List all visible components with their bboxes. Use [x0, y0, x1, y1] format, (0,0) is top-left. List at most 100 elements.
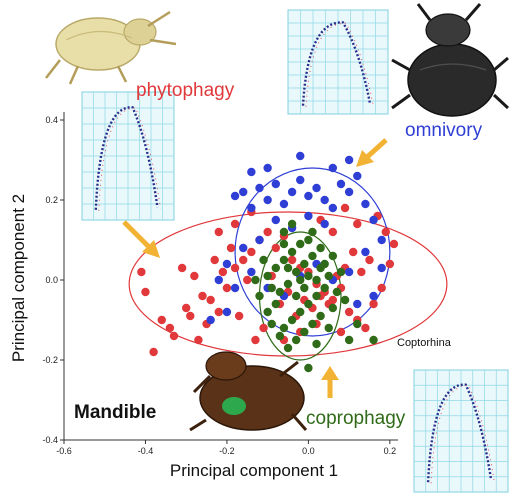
coprophagy-point: [353, 319, 362, 329]
omnivory-point: [328, 203, 338, 213]
axes: -0.6 -0.4 -0.2 0.0 0.2-0.4-0.20.00.20.4: [42, 112, 398, 456]
omnivory-point: [255, 183, 264, 193]
coprophagy-point: [312, 339, 321, 349]
omnivory-point: [247, 203, 256, 213]
phytophagy-point: [357, 267, 366, 277]
coprophagy-point: [308, 227, 317, 237]
omnivory-point: [320, 219, 329, 229]
omnivory-point: [263, 163, 272, 173]
omnivory-label: omnivory: [405, 120, 483, 141]
omnivory-point: [230, 191, 240, 201]
phytophagy-point: [137, 267, 146, 277]
coprophagy-point: [340, 295, 350, 305]
omnivory-point: [377, 235, 386, 245]
omnivory-point: [255, 235, 264, 245]
phytophagy-point: [198, 291, 207, 301]
omnivory-point: [296, 151, 305, 161]
omnivory-point: [344, 267, 354, 277]
phytophagy-point: [271, 243, 281, 253]
phytophagy-point: [230, 219, 240, 229]
omnivory-point: [304, 191, 313, 201]
phytophagy-point: [169, 331, 179, 341]
x-tick-label: 0.2: [384, 446, 397, 456]
coprophagy-point: [328, 303, 338, 313]
mandible-grid-3: [413, 369, 509, 493]
phytophagy-point: [328, 227, 338, 237]
omnivory-point: [377, 263, 386, 273]
phytophagy-point: [259, 323, 268, 333]
omnivory-point: [304, 211, 313, 221]
phytophagy-point: [210, 255, 219, 265]
coprophagy-point: [300, 259, 309, 269]
coprophagy-point: [304, 235, 313, 245]
omnivory-point: [247, 267, 256, 277]
coprophagy-point: [291, 291, 301, 301]
coprophagy-point: [304, 271, 313, 281]
phytophagy-point: [222, 283, 232, 293]
coprophagy-point: [324, 323, 333, 333]
phytophagy-point: [381, 227, 390, 237]
phytophagy-point: [239, 255, 248, 265]
omnivory-point: [222, 259, 232, 269]
omnivory-point: [361, 247, 370, 257]
coprophagy-point: [304, 299, 313, 309]
x-tick-label: 0.0: [302, 446, 315, 456]
omnivory-point: [312, 183, 321, 193]
mandible-outline: [94, 106, 159, 210]
phytophagy-point: [218, 267, 228, 277]
phytophagy-point: [344, 307, 354, 317]
omnivory-point: [344, 155, 354, 165]
phytophagy-point: [157, 315, 166, 325]
coprophagy-point: [300, 283, 309, 293]
y-tick-label: -0.4: [42, 435, 58, 445]
phytophagy-point: [336, 327, 346, 337]
phytophagy-point: [389, 239, 399, 249]
omnivory-point: [206, 315, 215, 325]
phytophagy-point: [230, 263, 240, 273]
y-tick-label: 0.0: [45, 275, 58, 285]
coprophagy-point: [283, 343, 293, 353]
phytophagy-point: [214, 307, 223, 317]
y-axis-label: Principal component 2: [9, 194, 28, 362]
x-axis-label: Principal component 1: [170, 461, 338, 480]
phytophagy-point: [361, 323, 370, 333]
coprophagy-point: [259, 255, 268, 265]
coprophagy-point: [296, 307, 305, 317]
omnivory-point: [287, 187, 297, 197]
coprophagy-point: [287, 247, 297, 257]
coprophagy-point: [312, 275, 321, 285]
coprophagy-point: [263, 307, 272, 317]
omnivory-point: [247, 167, 256, 177]
mandible-outline-alt: [305, 22, 374, 107]
coprophagy-point: [328, 251, 338, 261]
coprophagy-point: [296, 275, 305, 285]
coprophagy-point: [316, 311, 325, 321]
phytophagy-point: [165, 323, 175, 333]
phytophagy-point: [247, 247, 256, 257]
phytophagy-point: [186, 311, 195, 321]
phytophagy-point: [226, 243, 236, 253]
phytophagy-point: [181, 303, 191, 313]
coprophagy-point: [267, 319, 276, 329]
omnivory-point: [271, 179, 281, 189]
x-tick-label: -0.2: [219, 446, 235, 456]
coprophagy-point: [308, 319, 317, 329]
omnivory-point: [369, 291, 378, 301]
omnivory-point: [214, 275, 223, 285]
coprophagy-point: [304, 363, 313, 373]
phytophagy-point: [287, 255, 297, 265]
coprophagy-point: [287, 315, 297, 325]
coprophagy-point: [263, 271, 272, 281]
omnivory-point: [296, 175, 305, 185]
omnivory-point: [344, 187, 354, 197]
coprophagy-point: [279, 239, 289, 249]
phytophagy-point: [251, 335, 260, 345]
coprophagy-point: [279, 255, 289, 265]
coprophagy-point: [271, 299, 281, 309]
omnivory-point: [230, 283, 240, 293]
coprophagy-label: coprophagy: [306, 408, 406, 429]
omnivory-point: [320, 195, 329, 205]
omnivorous-beetle-image: [391, 3, 510, 117]
coptorhina-label: Coptorhina: [397, 337, 452, 349]
